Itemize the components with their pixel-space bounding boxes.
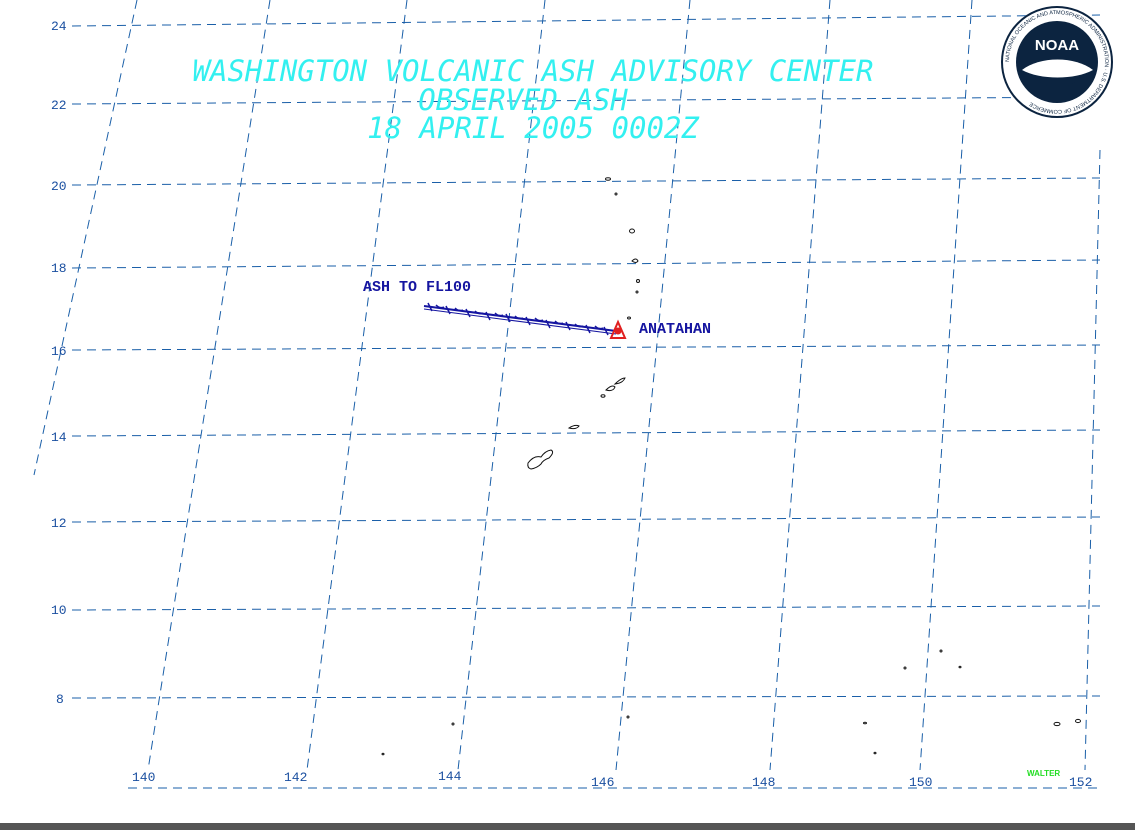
lat-label-10: 10 (51, 603, 67, 618)
title-line-1: WASHINGTON VOLCANIC ASH ADVISORY CENTER (193, 54, 874, 88)
lon-label-146: 146 (591, 775, 614, 790)
latitude-labels: 24 22 20 18 16 14 12 10 8 (51, 19, 67, 707)
lat-label-12: 12 (51, 516, 67, 531)
lat-label-8: 8 (56, 692, 64, 707)
author-credit: WALTER (1027, 769, 1060, 778)
title-line-3: 18 APRIL 2005 0002Z (367, 111, 700, 145)
lon-label-152: 152 (1069, 775, 1092, 790)
lat-label-20: 20 (51, 179, 67, 194)
lon-label-144: 144 (438, 769, 462, 784)
longitude-labels: 140 142 144 146 148 150 152 (132, 769, 1092, 790)
noaa-logo: NOAA NATIONAL OCEANIC AND ATMOSPHERIC AD… (1001, 6, 1113, 118)
lat-label-16: 16 (51, 344, 67, 359)
lat-label-18: 18 (51, 261, 67, 276)
lon-label-148: 148 (752, 775, 775, 790)
title-line-2: OBSERVED ASH (418, 83, 628, 117)
bottom-border (0, 823, 1135, 830)
lon-label-142: 142 (284, 770, 307, 785)
lat-label-14: 14 (51, 430, 67, 445)
noaa-logo-text: NOAA (1035, 37, 1079, 54)
volcano-marker (609, 319, 627, 339)
map-title: WASHINGTON VOLCANIC ASH ADVISORY CENTER … (193, 54, 874, 145)
lat-label-22: 22 (51, 98, 67, 113)
lat-lon-grid (33, 0, 1101, 789)
lon-label-140: 140 (132, 770, 155, 785)
lat-label-24: 24 (51, 19, 67, 34)
ash-label: ASH TO FL100 (363, 279, 471, 296)
ash-cloud-line (423, 302, 617, 336)
volcano-label: ANATAHAN (639, 321, 711, 338)
mariana-islands (381, 177, 1081, 756)
lon-label-150: 150 (909, 775, 932, 790)
